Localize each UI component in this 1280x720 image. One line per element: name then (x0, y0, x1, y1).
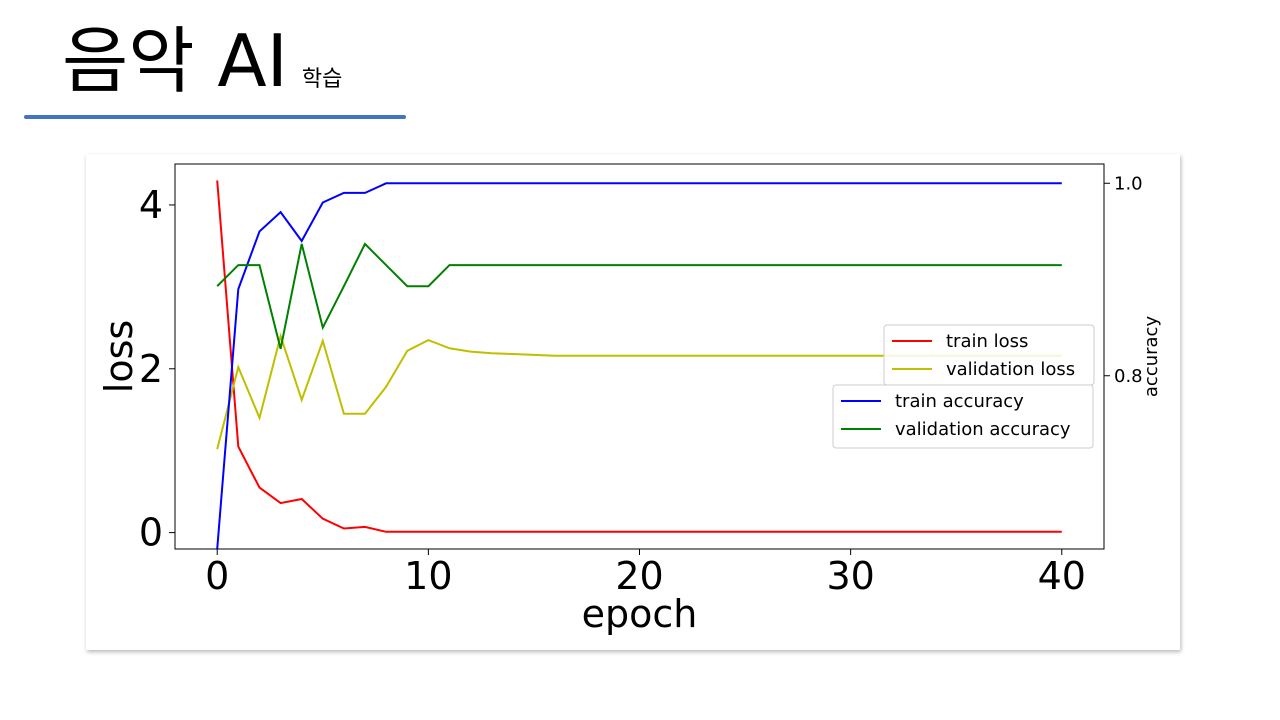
y-left-tick-label: 4 (139, 183, 163, 227)
y-left-tick-label: 2 (139, 347, 163, 391)
x-tick-label: 40 (1038, 554, 1086, 598)
y-axis-label-left: loss (97, 320, 141, 393)
legend-label: train loss (946, 331, 1028, 352)
legends: train loss validation loss train accuracy v… (832, 324, 1095, 449)
training-chart: 0 10 20 30 40 0 2 4 0.8 1.0 epoch loss accuracy t… (97, 163, 1162, 636)
series-line-validation-accuracy (216, 242, 1062, 350)
slide-title-subtitle: 학습 (301, 67, 343, 92)
x-tick-label: 20 (615, 554, 663, 598)
axis-ticks: 0 10 20 30 40 0 2 4 0.8 1.0 (139, 173, 1143, 598)
series-line-train-loss (216, 180, 1062, 533)
legend-box-1: train loss validation loss (883, 324, 1095, 386)
x-tick-label: 30 (826, 554, 874, 598)
legend-box-2: train accuracy validation accuracy (832, 384, 1094, 449)
slide-title-main: 음악 AI (62, 19, 288, 103)
title-underline (24, 115, 406, 119)
x-axis-label: epoch (582, 592, 698, 636)
legend-label: validation accuracy (895, 419, 1071, 440)
x-tick-label: 0 (205, 554, 229, 598)
x-tick-label: 10 (404, 554, 452, 598)
legend-label: validation loss (946, 359, 1075, 380)
legend-label: train accuracy (895, 391, 1024, 412)
series-line-train-accuracy (216, 182, 1062, 550)
legend-frame (832, 384, 1094, 449)
y-right-tick-label: 0.8 (1114, 366, 1143, 387)
slide-title: 음악 AI 학습 (62, 19, 343, 103)
y-axis-label-right: accuracy (1141, 316, 1162, 398)
y-right-tick-label: 1.0 (1114, 173, 1143, 194)
chart-card: 0 10 20 30 40 0 2 4 0.8 1.0 epoch loss accuracy t… (86, 154, 1180, 650)
y-left-tick-label: 0 (139, 511, 163, 555)
